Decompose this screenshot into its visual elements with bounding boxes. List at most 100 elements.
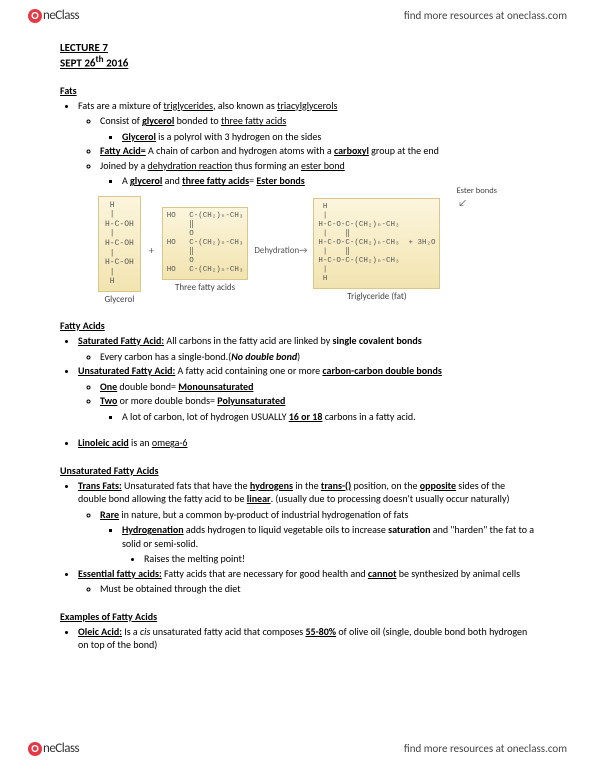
- list-item: Linoleic acid is an omega-6: [78, 436, 535, 450]
- text: Every carbon has a single-bond.(: [100, 350, 231, 363]
- date-part1: SEPT 26: [60, 57, 95, 70]
- date-year: 2016: [104, 57, 129, 70]
- text: A fatty acid containing one or more: [175, 364, 322, 377]
- text: linear: [247, 492, 271, 505]
- text: position, on the: [351, 479, 419, 492]
- fatty-acids-molecule: HO C-(CH₂)ₙ-CH₃ ‖ O HO C-(CH₂)ₙ-CH₃ ‖ O …: [162, 207, 249, 293]
- brand-text: neClass: [43, 8, 79, 23]
- dehydration-arrow: Dehydration→: [254, 245, 307, 256]
- text: glycerol: [130, 174, 162, 187]
- text: Glycerol: [122, 130, 156, 143]
- text: Linoleic acid: [78, 436, 129, 449]
- list-item: A lot of carbon, lot of hydrogen USUALLY…: [122, 410, 535, 424]
- text: bonded to: [174, 114, 221, 127]
- text: Essential fatty acids:: [78, 567, 162, 580]
- list-item: Essential fatty acids: Fatty acids that …: [78, 567, 535, 596]
- lecture-date: SEPT 26th 2016: [60, 54, 535, 70]
- list-item: Oleic Acid: Is a cis unsaturated fatty a…: [78, 625, 535, 652]
- text: cannot: [368, 567, 397, 580]
- list-item: Joined by a dehydration reaction thus fo…: [100, 159, 535, 188]
- molecule-box: H | H-C-OH | H-C-OH | H-C-OH | H: [98, 196, 141, 292]
- text: carbon-carbon double bonds: [322, 364, 441, 377]
- text: double bond=: [117, 380, 178, 393]
- examples-list: Oleic Acid: Is a cis unsaturated fatty a…: [60, 625, 535, 652]
- text: Two: [100, 394, 117, 407]
- brand-logo: O neClass: [28, 8, 79, 23]
- text: is a polyrol with 3 hydrogen on the side…: [156, 130, 321, 143]
- text: cis: [140, 625, 150, 638]
- molecule-caption: Glycerol: [105, 294, 135, 305]
- fats-list: Fats are a mixture of triglycerides, als…: [60, 99, 535, 188]
- text: be synthesized by animal cells: [397, 567, 521, 580]
- text: opposite: [420, 479, 456, 492]
- text: thus forming an: [232, 159, 301, 172]
- lecture-title: LECTURE 7: [60, 41, 535, 54]
- text: hydrogens: [250, 479, 293, 492]
- text: ): [297, 350, 300, 363]
- text: and: [162, 174, 182, 187]
- list-item: Rare in nature, but a common by-product …: [100, 508, 535, 566]
- text: or more double bonds=: [117, 394, 217, 407]
- text: Saturated Fatty Acid:: [78, 334, 164, 347]
- list-item: Hydrogenation adds hydrogen to liquid ve…: [122, 523, 535, 566]
- triglyceride-molecule: H | H-C-O-C-(CH₂)ₙ-CH₃ | ‖ H-C-O-C-(CH₂)…: [313, 198, 440, 302]
- ester-arrow-icon: ↙: [458, 196, 467, 209]
- text: saturation: [388, 523, 430, 536]
- text: ester bond: [301, 159, 345, 172]
- brand-text: neClass: [43, 741, 79, 756]
- text: One: [100, 380, 117, 393]
- text: 55-80%: [305, 625, 336, 638]
- text: is an: [129, 436, 152, 449]
- text: dehydration reaction: [148, 159, 233, 172]
- document-body: LECTURE 7 SEPT 26th 2016 Fats Fats are a…: [0, 31, 595, 652]
- text: Fatty Acid=: [100, 144, 146, 157]
- text: three fatty acids: [182, 174, 249, 187]
- text: A: [122, 174, 130, 187]
- text: Ester bonds: [256, 174, 304, 187]
- text: in nature, but a common by-product of in…: [119, 508, 408, 521]
- text: group at the end: [369, 144, 439, 157]
- text: in the: [293, 479, 321, 492]
- ufa-list: Trans Fats: Unsaturated fats that have t…: [60, 479, 535, 596]
- list-item: Trans Fats: Unsaturated fats that have t…: [78, 479, 535, 566]
- text: Polyunsaturated: [217, 394, 285, 407]
- molecule-box: H | H-C-O-C-(CH₂)ₙ-CH₃ | ‖ H-C-O-C-(CH₂)…: [313, 198, 440, 289]
- ester-bonds-label: Ester bonds: [457, 186, 497, 196]
- plus-icon: +: [149, 244, 154, 257]
- logo-icon: O: [28, 742, 42, 756]
- text: Is a: [122, 625, 140, 638]
- text: glycerol: [142, 114, 174, 127]
- header-bar: O neClass find more resources at oneclas…: [0, 0, 595, 31]
- text: carbons in a fatty acid.: [322, 410, 415, 423]
- text: , also known as: [213, 99, 277, 112]
- text: triglycerides: [163, 99, 213, 112]
- text: Fatty acids that are necessary for good …: [162, 567, 368, 580]
- list-item: Fats are a mixture of triglycerides, als…: [78, 99, 535, 188]
- header-tagline: find more resources at oneclass.com: [404, 9, 567, 22]
- brand-logo-footer: O neClass: [28, 741, 79, 756]
- text: Oleic Acid:: [78, 625, 122, 638]
- list-item: Every carbon has a single-bond.(No doubl…: [100, 350, 535, 364]
- text: . (usually due to processing doesn't usu…: [271, 492, 510, 505]
- list-item: Fatty Acid= A chain of carbon and hydrog…: [100, 144, 535, 158]
- text: A lot of carbon, lot of hydrogen USUALLY: [122, 410, 289, 423]
- section-fats-heading: Fats: [60, 84, 535, 97]
- text: Hydrogenation: [122, 523, 184, 536]
- section-examples-heading: Examples of Fatty Acids: [60, 610, 535, 623]
- list-item: Must be obtained through the diet: [100, 582, 535, 596]
- molecule-caption: Triglyceride (fat): [347, 291, 406, 302]
- list-item: Unsaturated Fatty Acid: A fatty acid con…: [78, 364, 535, 423]
- text: Rare: [100, 508, 119, 521]
- logo-icon: O: [28, 9, 42, 23]
- list-item: Two or more double bonds= Polyunsaturate…: [100, 394, 535, 423]
- text: Fats are a mixture of: [78, 99, 163, 112]
- text: Unsaturated Fatty Acid:: [78, 364, 175, 377]
- molecule-caption: Three fatty acids: [175, 282, 235, 293]
- glycerol-molecule: H | H-C-OH | H-C-OH | H-C-OH | H Glycero…: [98, 196, 141, 305]
- section-ufa-heading: Unsaturated Fatty Acids: [60, 464, 535, 477]
- text: Unsaturated fats that have the: [122, 479, 250, 492]
- molecule-box: HO C-(CH₂)ₙ-CH₃ ‖ O HO C-(CH₂)ₙ-CH₃ ‖ O …: [162, 207, 249, 280]
- text: A chain of carbon and hydrogen atoms wit…: [146, 144, 334, 157]
- text: All carbons in the fatty acid are linked…: [164, 334, 332, 347]
- fatty-acids-list: Saturated Fatty Acid: All carbons in the…: [60, 334, 535, 423]
